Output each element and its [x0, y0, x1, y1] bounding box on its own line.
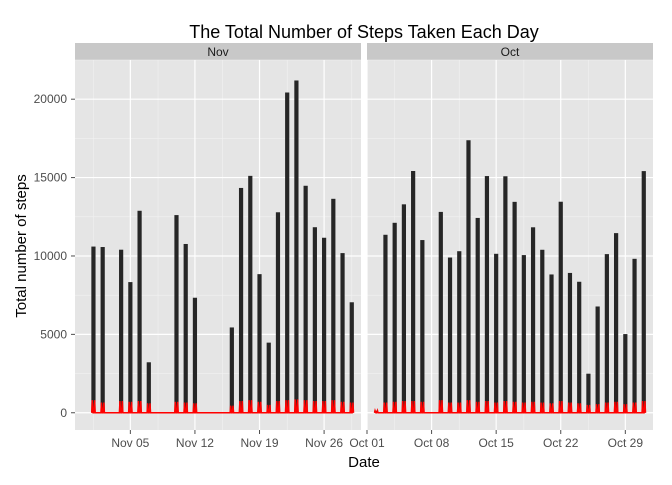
y-tick-label: 10000 — [34, 249, 68, 263]
bar — [447, 257, 453, 413]
bar — [229, 327, 234, 413]
bar — [503, 176, 508, 413]
bar — [457, 251, 462, 413]
bar — [521, 255, 526, 413]
x-tick-label: Nov 12 — [176, 436, 214, 450]
x-tick-label: Oct 01 — [349, 436, 385, 450]
y-tick-label: 0 — [60, 406, 67, 420]
bar — [312, 227, 317, 413]
y-axis-title: Total number of steps — [13, 174, 30, 317]
bar — [349, 302, 354, 413]
facet-strip-label: Oct — [501, 45, 520, 59]
red-line-series — [90, 399, 355, 414]
bar — [567, 272, 573, 413]
bar — [438, 211, 443, 413]
bar — [613, 233, 619, 413]
bar — [411, 171, 416, 413]
y-tick-label: 15000 — [34, 171, 68, 185]
facet-strip — [75, 43, 361, 60]
bar — [475, 217, 480, 413]
bar — [512, 201, 517, 413]
bar — [192, 297, 198, 413]
bar — [494, 253, 499, 413]
bar — [392, 222, 397, 413]
bar — [641, 171, 646, 413]
x-tick-label: Oct 15 — [478, 436, 514, 450]
bar — [595, 306, 600, 413]
x-tick-label: Oct 08 — [414, 436, 450, 450]
bar — [119, 249, 124, 413]
bar — [303, 185, 308, 413]
panel-oct: Oct Oct 01 Oct 08 Oct 15 Oct 22 Oct 29 — [349, 43, 653, 450]
bar — [540, 249, 545, 413]
bar — [632, 258, 637, 413]
bar — [340, 253, 345, 413]
bar — [321, 237, 327, 413]
bar — [604, 254, 609, 413]
red-line-series — [373, 400, 647, 414]
bar — [266, 342, 271, 413]
bar — [586, 373, 591, 413]
bar — [401, 204, 407, 413]
bar — [466, 140, 471, 413]
bar — [530, 227, 536, 413]
panel-background — [367, 60, 653, 430]
bar — [549, 274, 554, 413]
x-tick-label: Nov 26 — [305, 436, 343, 450]
bar — [275, 212, 281, 413]
bar — [577, 281, 582, 413]
facet-strip — [367, 43, 653, 60]
panel-nov: Nov Nov 05 Nov 12 Nov 19 Nov 26 — [75, 43, 361, 450]
bar — [484, 176, 490, 413]
x-tick-label: Oct 29 — [608, 436, 644, 450]
bar — [91, 246, 96, 413]
x-tick-label: Nov 05 — [111, 436, 149, 450]
facet-strip-label: Nov — [207, 45, 228, 59]
y-axis: 0 5000 10000 15000 20000 — [34, 92, 75, 420]
panel-background — [75, 60, 361, 430]
y-tick-label: 5000 — [40, 327, 67, 341]
x-axis-title: Date — [348, 454, 380, 471]
chart-title: The Total Number of Steps Taken Each Day — [189, 22, 539, 42]
bar — [331, 198, 336, 413]
x-tick-label: Nov 19 — [241, 436, 279, 450]
panels-layer: 0 5000 10000 15000 20000 Nov Nov 05 Nov 12 Nov 1… — [34, 43, 653, 450]
bar — [558, 201, 563, 413]
bar — [294, 80, 299, 413]
bar — [383, 234, 388, 413]
bar — [183, 243, 188, 413]
bar — [128, 282, 133, 413]
bar — [174, 215, 179, 413]
bar — [238, 187, 244, 413]
bar — [146, 362, 151, 413]
bar — [257, 274, 262, 413]
bar — [137, 210, 142, 413]
x-tick-label: Oct 22 — [543, 436, 579, 450]
y-tick-label: 20000 — [34, 92, 68, 106]
bar — [285, 92, 290, 413]
bar — [100, 247, 105, 413]
bar — [420, 240, 425, 413]
bar — [623, 334, 628, 413]
bar — [248, 175, 253, 413]
